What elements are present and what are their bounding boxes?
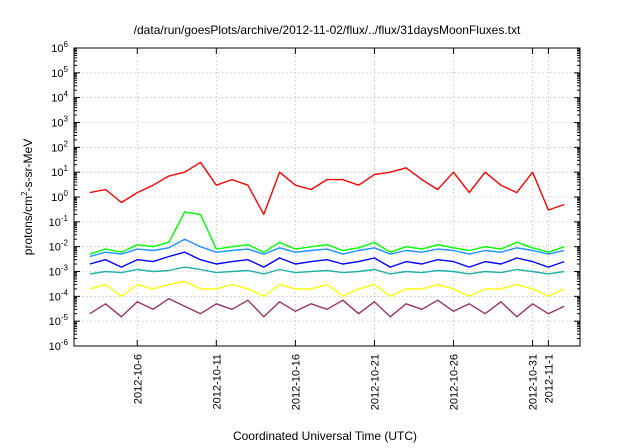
y-tick-label: 10-3 bbox=[49, 264, 69, 279]
grid-lines bbox=[74, 48, 580, 346]
y-tick-base: 10 bbox=[49, 217, 61, 229]
y-tick-exponent: 6 bbox=[64, 40, 69, 49]
y-tick-label: 105 bbox=[51, 65, 68, 80]
axis-ticks bbox=[74, 47, 580, 347]
series-line-2 bbox=[89, 211, 565, 255]
y-tick-label: 10-2 bbox=[49, 239, 69, 254]
series-line-1 bbox=[89, 161, 565, 216]
x-tick-label: 2012-10-26 bbox=[449, 354, 461, 410]
y-tick-exponent: 1 bbox=[64, 164, 69, 173]
y-tick-base: 10 bbox=[51, 68, 63, 80]
y-tick-exponent: 2 bbox=[64, 139, 69, 148]
y-tick-label: 100 bbox=[51, 189, 68, 204]
x-tick-label: 2012-11-1 bbox=[543, 354, 555, 403]
y-tick-exponent: -2 bbox=[61, 239, 69, 248]
series-line-4 bbox=[89, 251, 565, 268]
y-tick-base: 10 bbox=[51, 142, 63, 154]
y-tick-base: 10 bbox=[49, 341, 61, 353]
x-tick-label: 2012-10-31 bbox=[528, 354, 540, 410]
y-tick-exponent: -1 bbox=[61, 214, 69, 223]
y-tick-exponent: -6 bbox=[61, 338, 69, 347]
y-axis-label-pre: protons/cm bbox=[21, 196, 35, 255]
y-tick-exponent: 5 bbox=[64, 65, 69, 74]
y-tick-labels: 10-610-510-410-310-210-11001011021031041… bbox=[49, 40, 69, 353]
y-tick-exponent: 0 bbox=[64, 189, 69, 198]
y-tick-base: 10 bbox=[51, 43, 63, 55]
x-tick-label: 2012-10-21 bbox=[369, 354, 381, 410]
y-tick-exponent: -3 bbox=[61, 264, 69, 273]
y-tick-label: 10-5 bbox=[49, 313, 69, 328]
x-tick-label: 2012-10-6 bbox=[132, 354, 144, 404]
series-line-3 bbox=[89, 238, 565, 258]
y-tick-exponent: -5 bbox=[61, 313, 69, 322]
y-tick-base: 10 bbox=[49, 267, 61, 279]
y-tick-base: 10 bbox=[49, 316, 61, 328]
y-tick-exponent: 4 bbox=[64, 90, 69, 99]
y-axis-label-sup: 2 bbox=[20, 191, 29, 196]
series-line-7 bbox=[89, 298, 565, 318]
x-axis-label: Coordinated Universal Time (UTC) bbox=[233, 429, 417, 443]
x-tick-labels: 2012-10-6 2012-10-11 2012-10-16 2012-10-21 2… bbox=[132, 354, 555, 410]
y-tick-label: 10-6 bbox=[49, 338, 69, 353]
y-axis-label-post: -s-sr-MeV bbox=[21, 139, 35, 192]
y-tick-label: 104 bbox=[51, 90, 68, 105]
chart-title: /data/run/goesPlots/archive/2012-11-02/f… bbox=[134, 23, 521, 37]
x-tick-label: 2012-10-16 bbox=[290, 354, 302, 410]
y-tick-base: 10 bbox=[51, 192, 63, 204]
y-tick-label: 101 bbox=[51, 164, 68, 179]
y-tick-base: 10 bbox=[51, 167, 63, 179]
y-tick-label: 103 bbox=[51, 115, 68, 130]
y-tick-base: 10 bbox=[51, 93, 63, 105]
y-tick-base: 10 bbox=[51, 118, 63, 130]
y-tick-label: 106 bbox=[51, 40, 68, 55]
y-tick-exponent: -4 bbox=[61, 288, 69, 297]
y-tick-label: 10-4 bbox=[49, 288, 69, 303]
y-axis-label: protons/cm2-s-sr-MeV bbox=[20, 139, 35, 255]
y-tick-label: 102 bbox=[51, 139, 68, 154]
series-line-6 bbox=[89, 280, 565, 297]
y-tick-base: 10 bbox=[49, 242, 61, 254]
series-line-5 bbox=[89, 266, 565, 275]
data-series-group bbox=[89, 161, 565, 318]
y-tick-exponent: 3 bbox=[64, 115, 69, 124]
y-tick-label: 10-1 bbox=[49, 214, 69, 229]
y-tick-base: 10 bbox=[49, 291, 61, 303]
x-tick-label: 2012-10-11 bbox=[211, 354, 223, 409]
